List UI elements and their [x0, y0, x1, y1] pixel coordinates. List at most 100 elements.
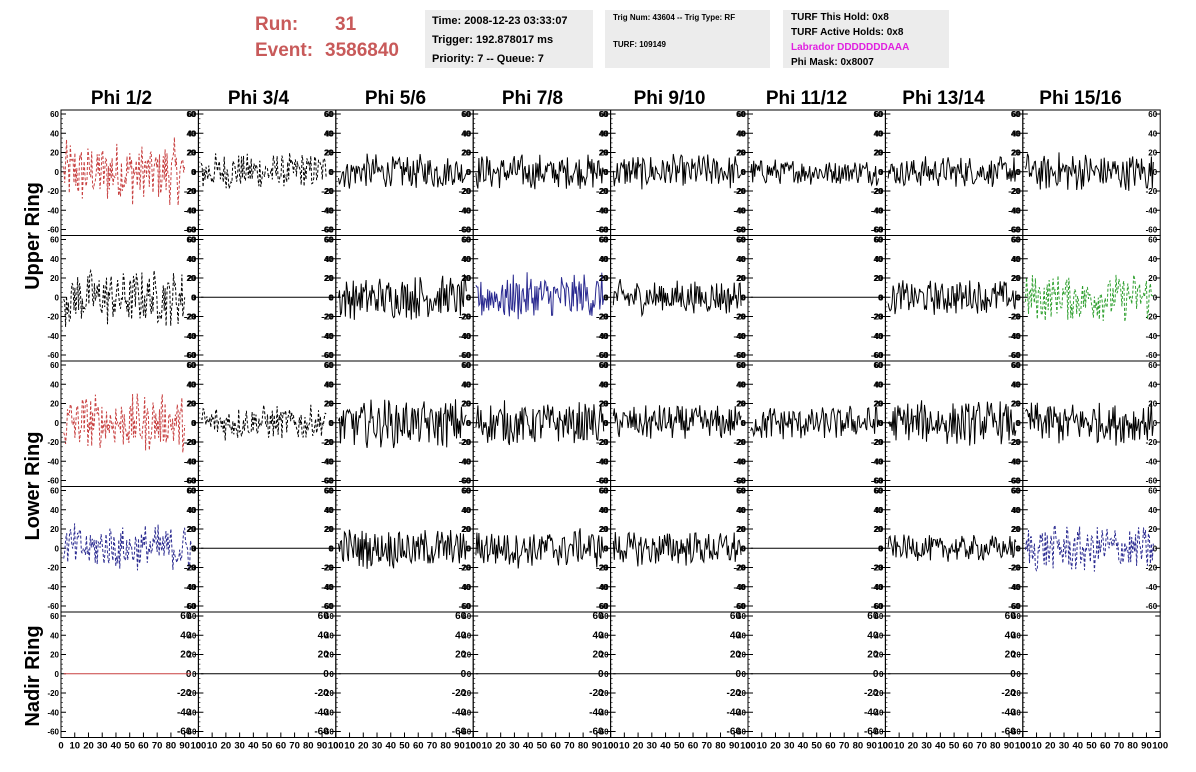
trig-num-text: Trig Num: 43604 -- Trig Type: RF [613, 13, 736, 22]
y-tick-label: 20 [874, 651, 883, 660]
y-tick-label-right: 60 [461, 236, 470, 245]
panel-frame [197, 109, 337, 236]
y-tick-label: -20 [47, 689, 59, 698]
y-tick-label: 20 [325, 651, 334, 660]
y-tick-label-right: -60 [1008, 477, 1020, 486]
y-tick-label: -20 [597, 438, 609, 447]
y-tick-label: 60 [50, 110, 59, 119]
x-tick-label: 0 [471, 741, 476, 752]
y-tick-label-right: -60 [459, 477, 471, 486]
y-tick-label-right: 20 [873, 525, 882, 534]
y-tick-label-right: 40 [1011, 255, 1020, 264]
x-tick-label: 80 [715, 741, 726, 752]
y-tick-label-right: -60 [1146, 477, 1158, 486]
x-tick-label: 60 [825, 741, 836, 752]
y-tick-label-right: 40 [324, 506, 333, 515]
y-tick-label: 0 [879, 544, 884, 553]
y-tick-label: 60 [874, 236, 883, 245]
panel-frame [747, 235, 886, 362]
y-tick-label: 60 [187, 612, 196, 621]
y-tick-label-right: 0 [191, 544, 196, 553]
y-tick-label-right: 60 [873, 361, 882, 370]
y-tick-label: 60 [325, 236, 334, 245]
column-header-phi-9-10: Phi 9/10 [633, 88, 706, 109]
y-tick-label-right: 20 [461, 400, 470, 409]
x-tick-label: 40 [248, 741, 259, 752]
y-tick-label-right: -60 [452, 727, 467, 738]
x-tick-label: 100 [328, 741, 344, 752]
y-tick-label-right: -60 [733, 602, 745, 611]
x-tick-label: 90 [1141, 741, 1152, 752]
y-tick-label: 0 [55, 544, 60, 553]
y-tick-label-right: -60 [184, 351, 196, 360]
y-tick-label: 20 [1012, 149, 1021, 158]
y-tick-label: -20 [185, 689, 197, 698]
turf-text: TURF: 109149 [613, 40, 666, 49]
y-tick-label: -40 [460, 206, 472, 215]
y-tick-label-right: 0 [1153, 168, 1158, 177]
y-tick-label: 0 [467, 544, 472, 553]
x-tick-label: 20 [221, 741, 232, 752]
y-tick-label-right: 40 [186, 129, 195, 138]
y-tick-label-right: 20 [599, 525, 608, 534]
y-tick-label: 0 [467, 670, 472, 679]
y-tick-label: 0 [879, 293, 884, 302]
y-tick-label: -60 [872, 728, 884, 737]
x-tick-label: 70 [427, 741, 438, 752]
y-tick-label-right: -20 [727, 688, 742, 699]
y-tick-label: 0 [742, 670, 747, 679]
y-tick-label-right: 20 [1148, 525, 1157, 534]
y-tick-label: 20 [600, 651, 609, 660]
x-tick-label: 100 [465, 741, 481, 752]
y-tick-label: 40 [874, 506, 883, 515]
y-tick-label-right: 60 [318, 611, 330, 622]
y-tick-label: -20 [1009, 187, 1021, 196]
y-tick-label-right: 20 [318, 650, 330, 661]
y-tick-label: 20 [50, 651, 59, 660]
y-tick-label: -60 [597, 477, 609, 486]
y-tick-label: -20 [460, 187, 472, 196]
y-tick-label-right: 20 [180, 650, 192, 661]
y-tick-label-right: 20 [461, 525, 470, 534]
y-tick-label: 0 [55, 419, 60, 428]
y-tick-label: 20 [874, 525, 883, 534]
y-tick-label: -60 [322, 351, 334, 360]
y-tick-label-right: -60 [184, 226, 196, 235]
y-tick-label-right: -20 [871, 564, 883, 573]
run-value: 31 [335, 14, 357, 35]
y-tick-label: 40 [600, 506, 609, 515]
x-tick-label: 40 [798, 741, 809, 752]
y-tick-label-right: -40 [596, 583, 608, 592]
x-tick-label: 0 [58, 741, 63, 752]
y-tick-label: 40 [187, 506, 196, 515]
y-tick-label-right: 20 [736, 149, 745, 158]
y-tick-label: -20 [185, 438, 197, 447]
x-tick-label: 0 [883, 741, 888, 752]
y-tick-label: -20 [597, 313, 609, 322]
y-tick-label: -20 [597, 187, 609, 196]
y-tick-label-right: -40 [871, 457, 883, 466]
y-tick-label: 40 [462, 129, 471, 138]
y-tick-label-right: 60 [867, 611, 879, 622]
y-tick-label-right: 40 [318, 630, 330, 641]
x-tick-label: 30 [372, 741, 383, 752]
y-tick-label: 20 [187, 651, 196, 660]
y-tick-label-right: 0 [741, 168, 746, 177]
y-tick-label: -60 [734, 226, 746, 235]
y-tick-label: -60 [597, 602, 609, 611]
y-tick-label: 20 [600, 525, 609, 534]
y-tick-label-right: 20 [873, 400, 882, 409]
y-tick-label-right: -40 [871, 583, 883, 592]
y-tick-label-right: 0 [603, 544, 608, 553]
y-tick-label: -40 [322, 708, 334, 717]
x-tick-label: 90 [866, 741, 877, 752]
y-tick-label-right: 20 [599, 149, 608, 158]
y-tick-label: -40 [185, 206, 197, 215]
x-tick-label: 90 [317, 741, 328, 752]
y-tick-label-right: 20 [736, 525, 745, 534]
x-tick-label: 50 [262, 741, 273, 752]
y-tick-label: 60 [874, 361, 883, 370]
turf-active-holds: TURF Active Holds: 0x8 [791, 27, 904, 38]
y-tick-label-right: -60 [596, 602, 608, 611]
y-tick-label-right: 60 [186, 487, 195, 496]
